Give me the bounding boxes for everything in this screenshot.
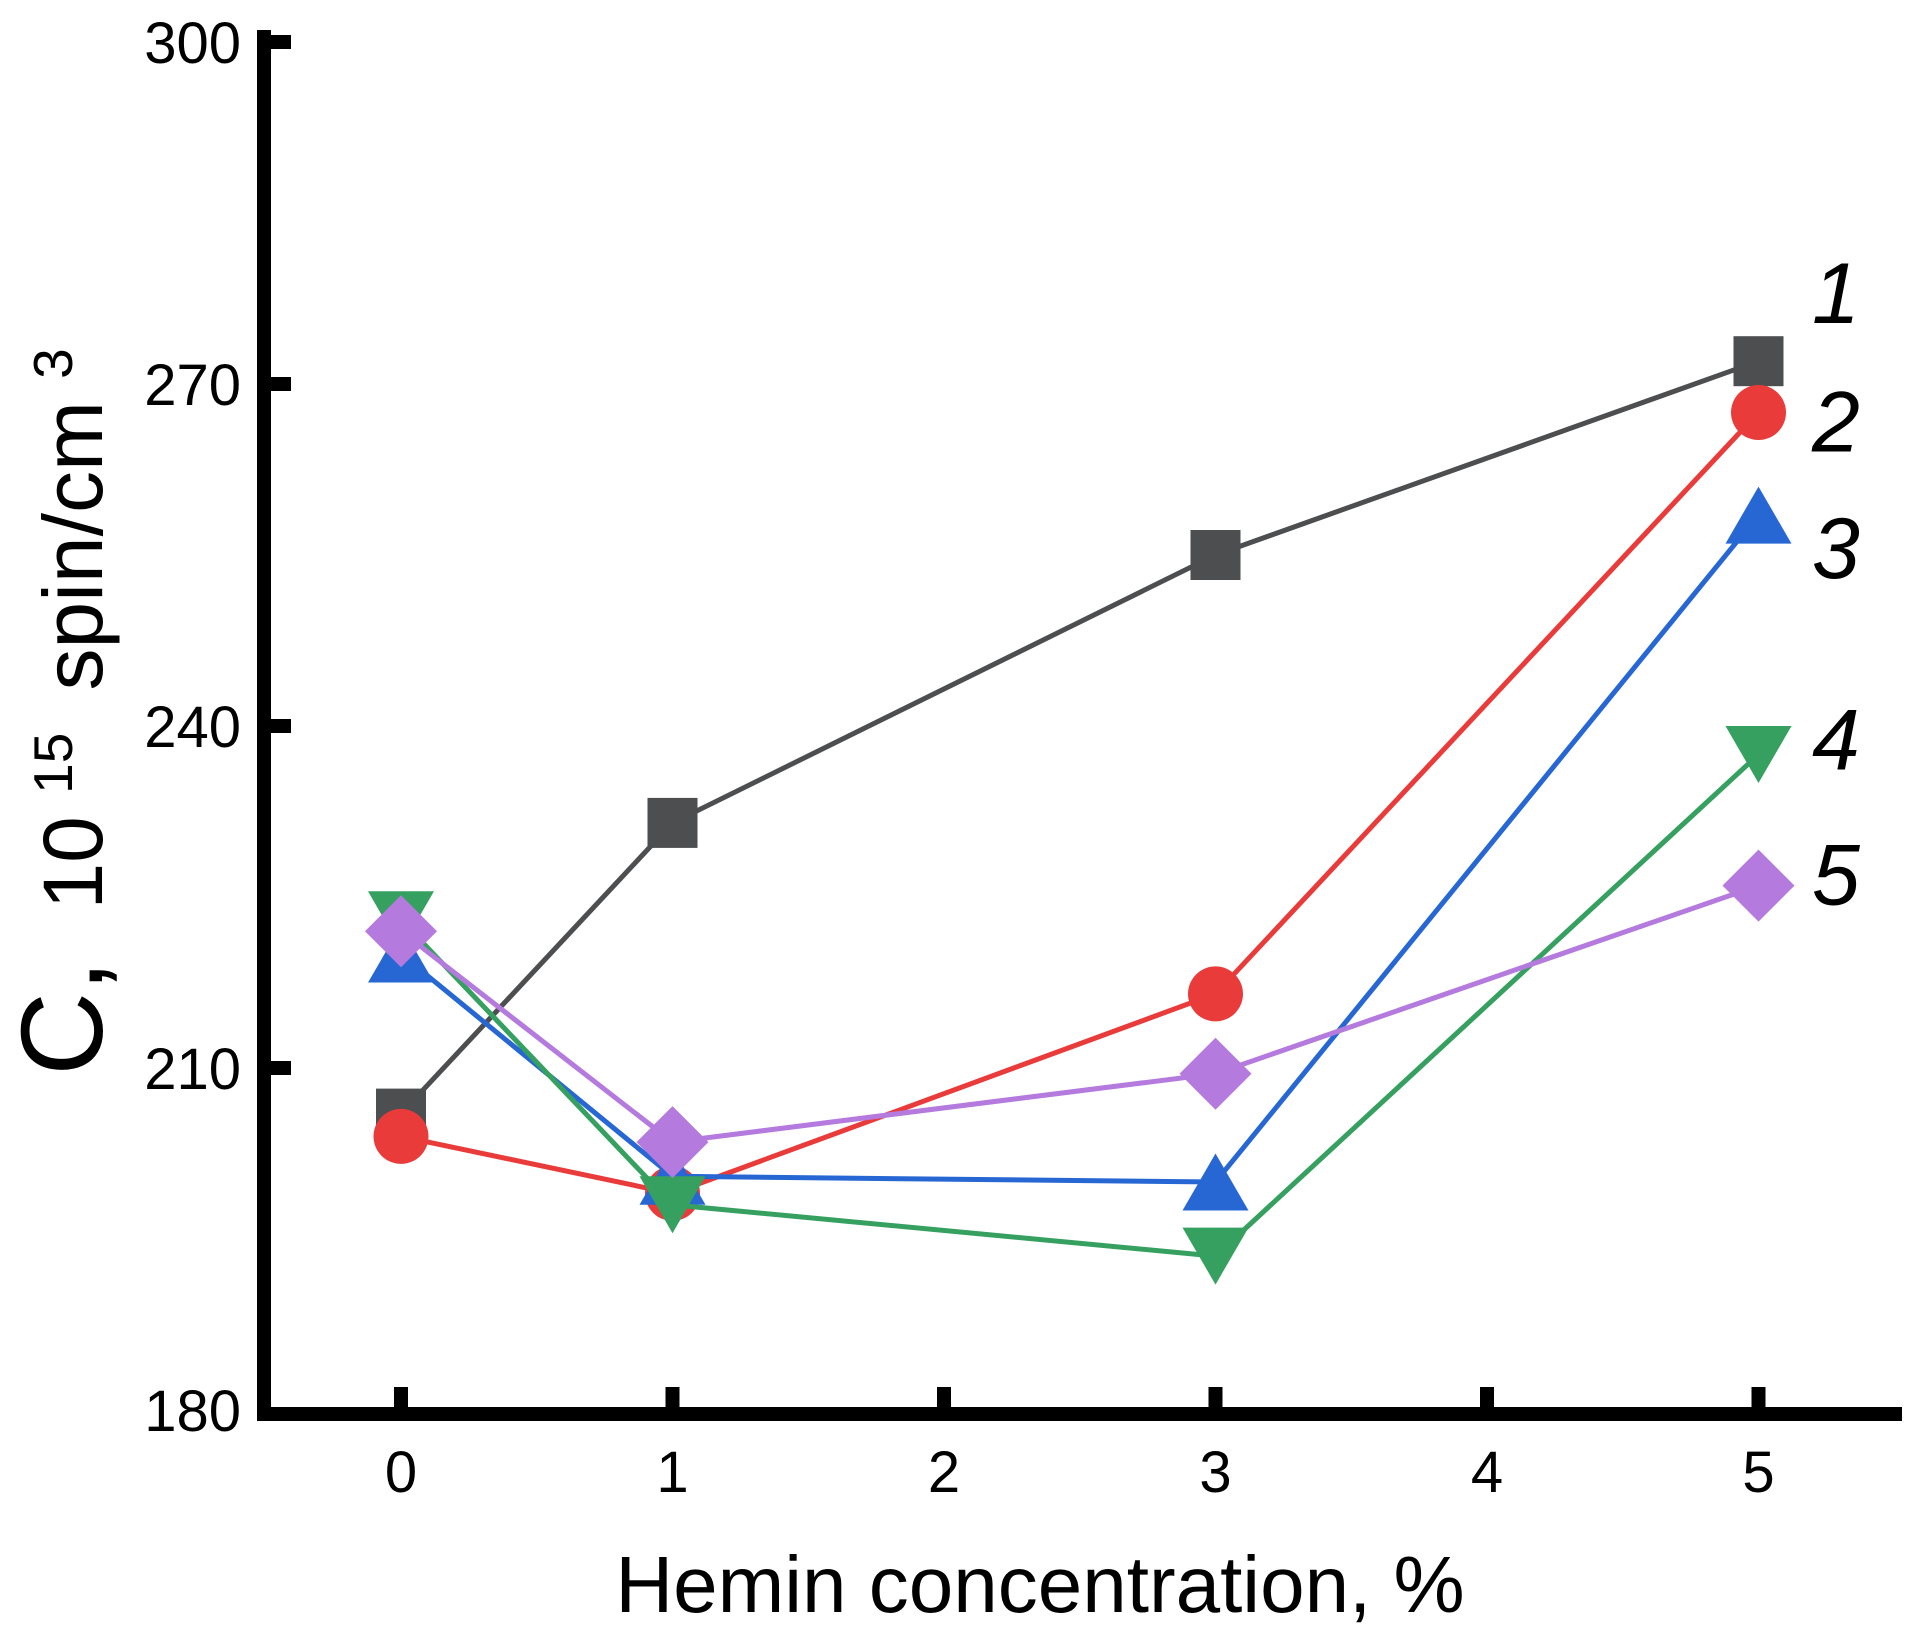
y-axis (257, 30, 271, 1421)
y-title-base: 10 (26, 816, 120, 909)
y-tick-240 (271, 719, 291, 733)
series-1-marker-2 (1190, 530, 1241, 580)
series-3 (368, 486, 1792, 1211)
y-tick-300 (271, 35, 291, 49)
x-tick-2 (937, 1387, 951, 1407)
series-1-marker-1 (647, 797, 698, 848)
series-2-marker-0 (373, 1108, 429, 1164)
legend-label-3: 3 (1812, 501, 1860, 597)
legend-label-2: 2 (1811, 375, 1860, 471)
x-tick-3 (1208, 1387, 1223, 1407)
series-5-marker-1 (636, 1106, 709, 1179)
x-tick-label-3: 3 (1199, 1440, 1231, 1505)
tick-labels: 0 1 2 3 4 5 180 210 240 270 300 (144, 11, 1774, 1505)
legend-label-1: 1 (1812, 246, 1860, 342)
x-tick-label-2: 2 (928, 1440, 960, 1505)
series-5-marker-3 (1722, 849, 1795, 922)
series-5-line (399, 883, 1760, 1145)
series-4-marker-3 (1725, 726, 1792, 783)
series-3-marker-2 (1182, 1153, 1249, 1211)
y-tick-270 (271, 377, 291, 391)
series-2-line (400, 410, 1761, 1196)
legend-label-5: 5 (1812, 828, 1861, 924)
axes (257, 30, 1902, 1421)
series-2-marker-2 (1188, 966, 1243, 1022)
x-tick-label-5: 5 (1742, 1440, 1774, 1505)
x-tick-4 (1480, 1387, 1494, 1407)
series-4 (368, 726, 1792, 1285)
series-3-marker-3 (1725, 486, 1792, 544)
y-tick-label-180: 180 (144, 1379, 241, 1444)
x-tick-label-4: 4 (1471, 1440, 1503, 1505)
series-2-marker-3 (1731, 385, 1786, 440)
y-tick-label-240: 240 (144, 695, 241, 760)
y-tick-label-210: 210 (144, 1037, 241, 1102)
x-axis-title: Hemin concentration, % (615, 1540, 1464, 1629)
series-5-marker-0 (365, 895, 437, 968)
series-1-line (399, 358, 1760, 1116)
series-4-marker-2 (1182, 1227, 1249, 1285)
x-tick-0 (394, 1387, 408, 1407)
y-tick-label-270: 270 (144, 353, 241, 418)
x-tick-5 (1751, 1387, 1766, 1407)
legend: 1 2 3 4 5 (1811, 246, 1861, 923)
y-tick-label-300: 300 (144, 11, 241, 76)
series-4-marker-1 (639, 1176, 706, 1234)
y-title-exponent: 15 (22, 733, 84, 794)
y-title-unit: spin/cm (26, 401, 120, 690)
series-5-marker-2 (1179, 1037, 1252, 1110)
series-3-line (399, 513, 1761, 1185)
series-1-marker-3 (1733, 336, 1784, 387)
tick-marks (271, 35, 1766, 1407)
x-axis (257, 1407, 1902, 1421)
series-1 (376, 336, 1784, 1139)
y-title-quantity: C, (0, 960, 127, 1076)
series-layer (365, 336, 1795, 1285)
x-tick-label-0: 0 (385, 1440, 417, 1505)
x-tick-label-1: 1 (656, 1440, 688, 1505)
y-title-unit-exponent: 3 (22, 348, 84, 379)
y-tick-210 (271, 1061, 291, 1075)
series-2 (373, 385, 1786, 1221)
legend-label-4: 4 (1812, 693, 1860, 789)
y-axis-title: C, 10 15 spin/cm 3 (0, 348, 127, 1076)
series-4-line (399, 752, 1761, 1259)
series-5 (365, 849, 1795, 1179)
x-tick-1 (665, 1387, 680, 1407)
